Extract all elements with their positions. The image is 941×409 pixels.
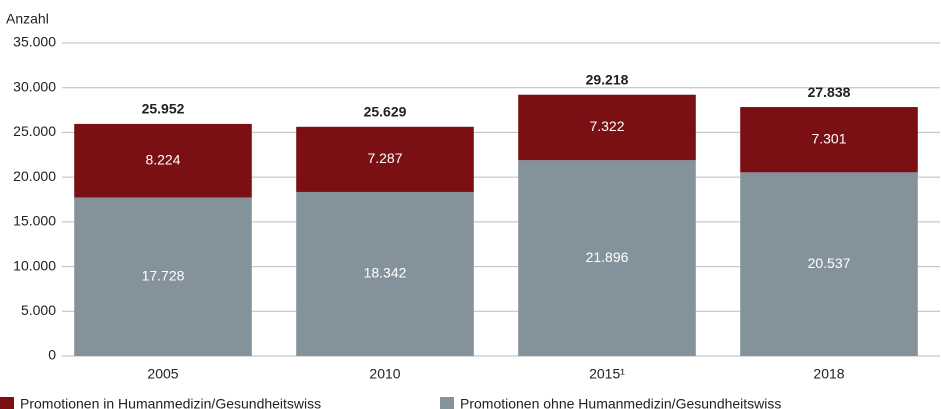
y-axis-label: Anzahl	[6, 11, 49, 27]
total-label: 27.838	[808, 84, 851, 100]
total-label: 25.952	[142, 101, 185, 117]
x-tick-label: 2010	[369, 366, 400, 382]
bar-segment	[518, 160, 696, 356]
legend-swatch	[440, 397, 454, 409]
legend-label: Promotionen in Humanmedizin/Gesundheitsw…	[20, 396, 321, 409]
x-tick-label: 2018	[813, 366, 844, 382]
y-tick-label: 25.000	[13, 123, 56, 139]
y-tick-label: 5.000	[21, 302, 56, 318]
value-label: 18.342	[364, 265, 407, 281]
y-tick-label: 20.000	[13, 168, 56, 184]
value-label: 7.301	[811, 130, 846, 146]
bar-segment	[74, 197, 252, 356]
bar-segment	[296, 191, 474, 356]
value-label: 7.322	[589, 118, 624, 134]
y-tick-label: 10.000	[13, 257, 56, 273]
bar-segment	[74, 123, 252, 198]
bar-segment	[740, 107, 918, 173]
y-tick-label: 0	[48, 347, 56, 363]
total-label: 29.218	[586, 71, 629, 87]
legend-swatch	[0, 397, 14, 409]
y-tick-label: 30.000	[13, 78, 56, 94]
y-tick-label: 35.000	[13, 34, 56, 50]
x-tick-label: 2005	[147, 366, 178, 382]
value-label: 17.728	[142, 267, 185, 283]
x-tick-label: 2015¹	[589, 366, 625, 382]
value-label: 20.537	[808, 255, 851, 271]
legend-label: Promotionen ohne Humanmedizin/Gesundheit…	[460, 396, 781, 409]
total-label: 25.629	[364, 104, 407, 120]
y-tick-label: 15.000	[13, 213, 56, 229]
value-label: 8.224	[145, 151, 180, 167]
value-label: 7.287	[367, 150, 402, 166]
bar-segment	[518, 94, 696, 161]
bar-segment	[296, 126, 474, 192]
value-label: 21.896	[586, 249, 629, 265]
bar-segment	[740, 172, 918, 356]
